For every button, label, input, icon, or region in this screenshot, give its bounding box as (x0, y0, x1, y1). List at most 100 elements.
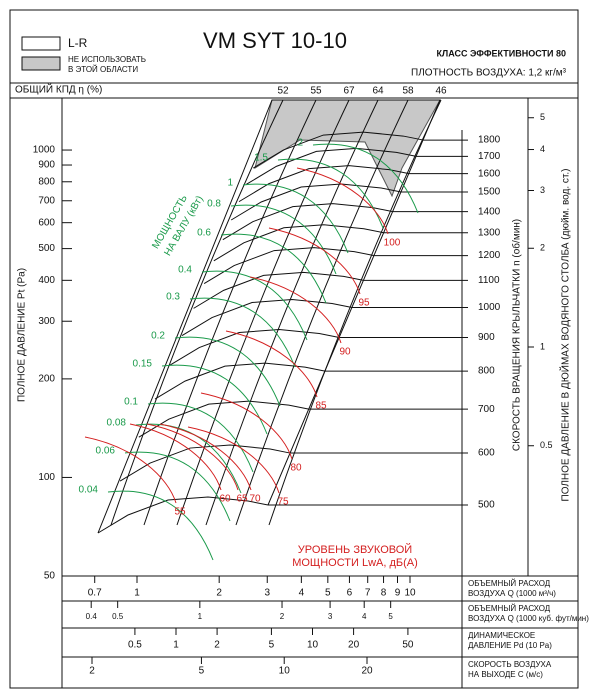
power-label: 0.2 (151, 331, 165, 342)
sound-curve (200, 392, 293, 460)
speed-tick-label: 1500 (478, 187, 501, 198)
pressure-tick-label: 1000 (33, 145, 56, 156)
scale-tick-label: 6 (347, 588, 353, 599)
power-label: 0.8 (207, 199, 221, 210)
efficiency-label: 58 (402, 86, 414, 97)
speed-tick-label: 600 (478, 448, 495, 459)
speed-tick-label: 1800 (478, 135, 501, 146)
scale-title: ВОЗДУХА Q (1000 м³/ч) (468, 589, 556, 598)
power-label: 0.06 (96, 446, 116, 457)
power-label: 0.4 (178, 265, 192, 276)
air-density: ПЛОТНОСТЬ ВОЗДУХА: 1,2 кг/м³ (411, 68, 567, 79)
power-curve (107, 490, 214, 561)
efficiency-line (176, 99, 350, 526)
speed-curve (119, 444, 291, 482)
scale-tick-label: 1 (134, 588, 140, 599)
sound-curve (187, 426, 280, 494)
power-curve (230, 204, 337, 275)
scale-tick-label: 1 (198, 612, 203, 621)
sound-curve (249, 276, 342, 344)
chart-title: VM SYT 10-10 (203, 28, 347, 53)
power-label: 2 (297, 138, 303, 149)
speed-tick-label: 1200 (478, 250, 501, 261)
sound-label: 65 (236, 494, 248, 505)
scale-tick-label: 5 (269, 640, 275, 651)
scale-tick-label: 3 (328, 612, 333, 621)
sound-label: 80 (290, 463, 302, 474)
power-curve (189, 297, 296, 368)
inch-tick-label: 2 (540, 243, 545, 253)
envelope (97, 99, 441, 534)
scale-tick-label: 10 (279, 666, 291, 677)
efficiency-label: 55 (310, 86, 322, 97)
efficiency-label: 46 (435, 86, 447, 97)
sound-label: 90 (339, 347, 351, 358)
inch-tick-label: 5 (540, 112, 545, 122)
sound-curve (225, 330, 318, 398)
pressure-tick-label: 500 (38, 243, 55, 254)
frame (9, 9, 579, 689)
scale-tick-label: 9 (395, 588, 401, 599)
speed-axis-title: СКОРОСТЬ ВРАЩЕНИЯ КРЫЛЬЧАТКИ n (об/мин) (511, 219, 523, 451)
legend-label: НЕ ИСПОЛЬЗОВАТЬ (68, 55, 146, 64)
speed-tick-label: 1400 (478, 206, 501, 217)
pressure-tick-label: 400 (38, 275, 55, 286)
efficiency-line (205, 99, 379, 526)
power-label: 1 (227, 178, 233, 189)
power-curve (124, 451, 231, 522)
efficiency-class: КЛАСС ЭФФЕКТИВНОСТИ 80 (436, 48, 566, 58)
power-curve (242, 183, 349, 254)
pressure-tick-label: 900 (38, 160, 55, 171)
pressure-tick-label: 300 (38, 316, 55, 327)
speed-curve (193, 271, 364, 309)
speed-curve (181, 299, 353, 336)
scale-tick-label: 4 (299, 588, 305, 599)
scale-tick-label: 50 (402, 640, 414, 651)
power-curve (135, 423, 242, 494)
sound-curve (159, 423, 252, 491)
speed-tick-label: 800 (478, 366, 495, 377)
sound-label: 95 (358, 298, 370, 309)
efficiency-title: ОБЩИЙ КПД η (%) (15, 83, 102, 96)
scale-tick-label: 0.5 (128, 640, 142, 651)
speed-tick-label: 1100 (478, 275, 500, 286)
sound-label: 75 (277, 497, 289, 508)
scale-tick-label: 2 (216, 588, 222, 599)
efficiency-line (235, 99, 409, 526)
legend-label: L-R (68, 36, 88, 50)
speed-curve (169, 329, 340, 366)
inch-tick-label: 4 (540, 144, 545, 154)
inch-tick-label: 3 (540, 185, 545, 195)
speed-curve (230, 183, 402, 221)
scale-tick-label: 5 (388, 612, 393, 621)
scale-tick-label: 4 (362, 612, 367, 621)
efficiency-line (268, 99, 442, 526)
power-curve (312, 143, 419, 214)
sound-curve (84, 436, 177, 504)
inch-tick-label: 1 (540, 341, 545, 351)
sound-title: УРОВЕНЬ ЗВУКОВОЙ (298, 543, 412, 556)
scale-title: СКОРОСТЬ ВОЗДУХА (468, 660, 552, 669)
power-curve (174, 336, 281, 407)
pressure-tick-label: 600 (38, 217, 55, 228)
sound-label: 100 (384, 238, 401, 249)
legend-label: В ЭТОЙ ОБЛАСТИ (68, 65, 138, 74)
speed-tick-label: 1600 (478, 168, 501, 179)
efficiency-label: 67 (343, 86, 355, 97)
power-label: 0.15 (133, 359, 153, 370)
scale-tick-label: 0.4 (86, 612, 98, 621)
efficiency-line (143, 99, 317, 526)
sound-label: 55 (174, 507, 186, 518)
power-label: 0.3 (166, 292, 180, 303)
scale-tick-label: 5 (325, 588, 331, 599)
power-label: 1.5 (254, 153, 268, 164)
pressure-tick-label: 700 (38, 195, 55, 206)
efficiency-line (110, 99, 284, 526)
pressure-tick-label: 100 (38, 472, 55, 483)
power-label: 0.6 (197, 228, 211, 239)
scale-tick-label: 20 (348, 640, 360, 651)
power-curve (201, 270, 308, 341)
inch-axis-title: ПОЛНОЕ ДАВЛЕНИЕ В ДЮЙМАХ ВОДЯНОГО СТОЛБА… (559, 169, 572, 502)
scale-tick-label: 2 (89, 666, 95, 677)
scale-tick-label: 8 (381, 588, 387, 599)
